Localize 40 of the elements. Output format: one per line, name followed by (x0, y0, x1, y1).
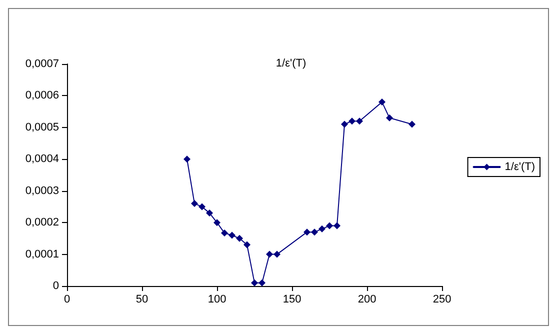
point (258, 279, 266, 286)
x-tick-label: 50 (136, 294, 148, 306)
y-tick-label: 0,0004 (25, 153, 59, 166)
x-tick-label: 200 (358, 294, 376, 306)
point (191, 200, 198, 208)
y-tick-label: 0,0007 (25, 58, 59, 70)
y-tick-label: 0,0006 (25, 90, 59, 102)
y-tick-label: 0,0002 (25, 216, 59, 229)
point (244, 241, 250, 248)
point (318, 225, 326, 232)
legend-label: 1/ε'(T) (504, 161, 536, 173)
point (214, 219, 220, 226)
y-tick-label: 0,0005 (25, 121, 59, 134)
point (311, 228, 318, 236)
point (408, 120, 416, 128)
point (304, 228, 310, 236)
point (251, 279, 258, 286)
point (386, 114, 393, 122)
y-tick-label: 0,0003 (25, 184, 59, 197)
point (184, 156, 190, 163)
point (236, 234, 243, 242)
point (326, 222, 333, 230)
point (274, 250, 280, 258)
y-tick-label: 0 (52, 280, 59, 292)
x-tick-label: 100 (208, 294, 226, 306)
point (228, 232, 236, 239)
x-tick-label: 250 (432, 294, 452, 306)
point (341, 120, 348, 128)
point (378, 98, 386, 106)
point (356, 118, 363, 125)
x-tick-label: 150 (282, 294, 302, 306)
point (206, 210, 213, 217)
chart-title: 1/ε'(T) (276, 58, 306, 70)
point (348, 118, 356, 125)
point (266, 250, 273, 258)
point (198, 203, 206, 210)
y-tick-label: 0,0001 (25, 248, 59, 260)
point (221, 230, 228, 237)
point (334, 222, 340, 230)
x-tick-label: 0 (64, 294, 70, 306)
